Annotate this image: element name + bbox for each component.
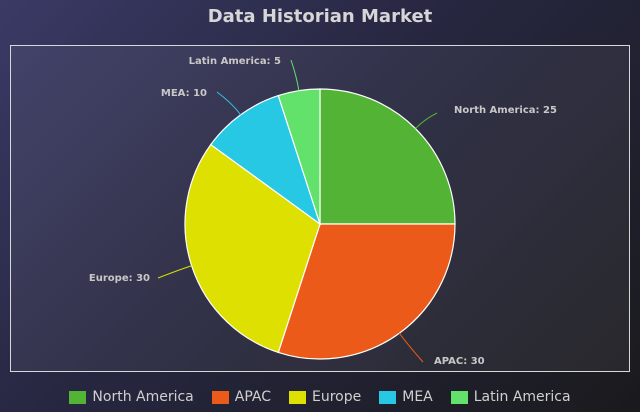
legend-label: Europe — [312, 389, 362, 405]
leader-line-mea — [216, 91, 242, 116]
legend-item-europe[interactable]: Europe — [289, 389, 361, 405]
legend-swatch — [211, 390, 229, 404]
pie-slice-mea[interactable] — [209, 94, 322, 226]
leader-line-europe — [157, 265, 192, 279]
pie-slice-europe[interactable] — [184, 143, 321, 354]
data-label-north-america: North America: 25 — [454, 105, 557, 116]
leader-line-apac — [398, 332, 424, 363]
legend-swatch — [379, 390, 397, 404]
legend-label: Latin America — [473, 389, 571, 405]
legend-item-apac[interactable]: APAC — [211, 389, 271, 405]
leader-line-north-america — [415, 112, 438, 129]
legend-item-mea[interactable]: MEA — [379, 389, 433, 405]
legend-label: APAC — [234, 389, 271, 405]
legend-label: North America — [92, 389, 194, 405]
leader-lines — [157, 59, 438, 363]
leader-line-latin-america — [290, 59, 300, 91]
data-label-latin-america: Latin America: 5 — [189, 56, 281, 67]
data-label-apac: APAC: 30 — [434, 356, 485, 367]
legend-item-north-america[interactable]: North America — [69, 389, 194, 405]
legend: North America APAC Europe MEA Latin America — [0, 389, 640, 405]
data-label-europe: Europe: 30 — [89, 273, 150, 284]
slice-labels: North America: 25 APAC: 30 Europe: 30 MEA: … — [89, 56, 557, 367]
legend-swatch — [450, 390, 468, 404]
data-label-mea: MEA: 10 — [161, 88, 207, 99]
legend-swatch — [69, 390, 87, 404]
pie-slice-apac[interactable] — [277, 223, 456, 360]
legend-item-latin-america[interactable]: Latin America — [450, 389, 571, 405]
legend-swatch — [289, 390, 306, 404]
legend-label: MEA — [402, 389, 433, 405]
pie-slices — [184, 88, 456, 360]
chart-title: Data Historian Market — [207, 6, 433, 27]
pie-slice-latin-america[interactable] — [277, 88, 321, 225]
